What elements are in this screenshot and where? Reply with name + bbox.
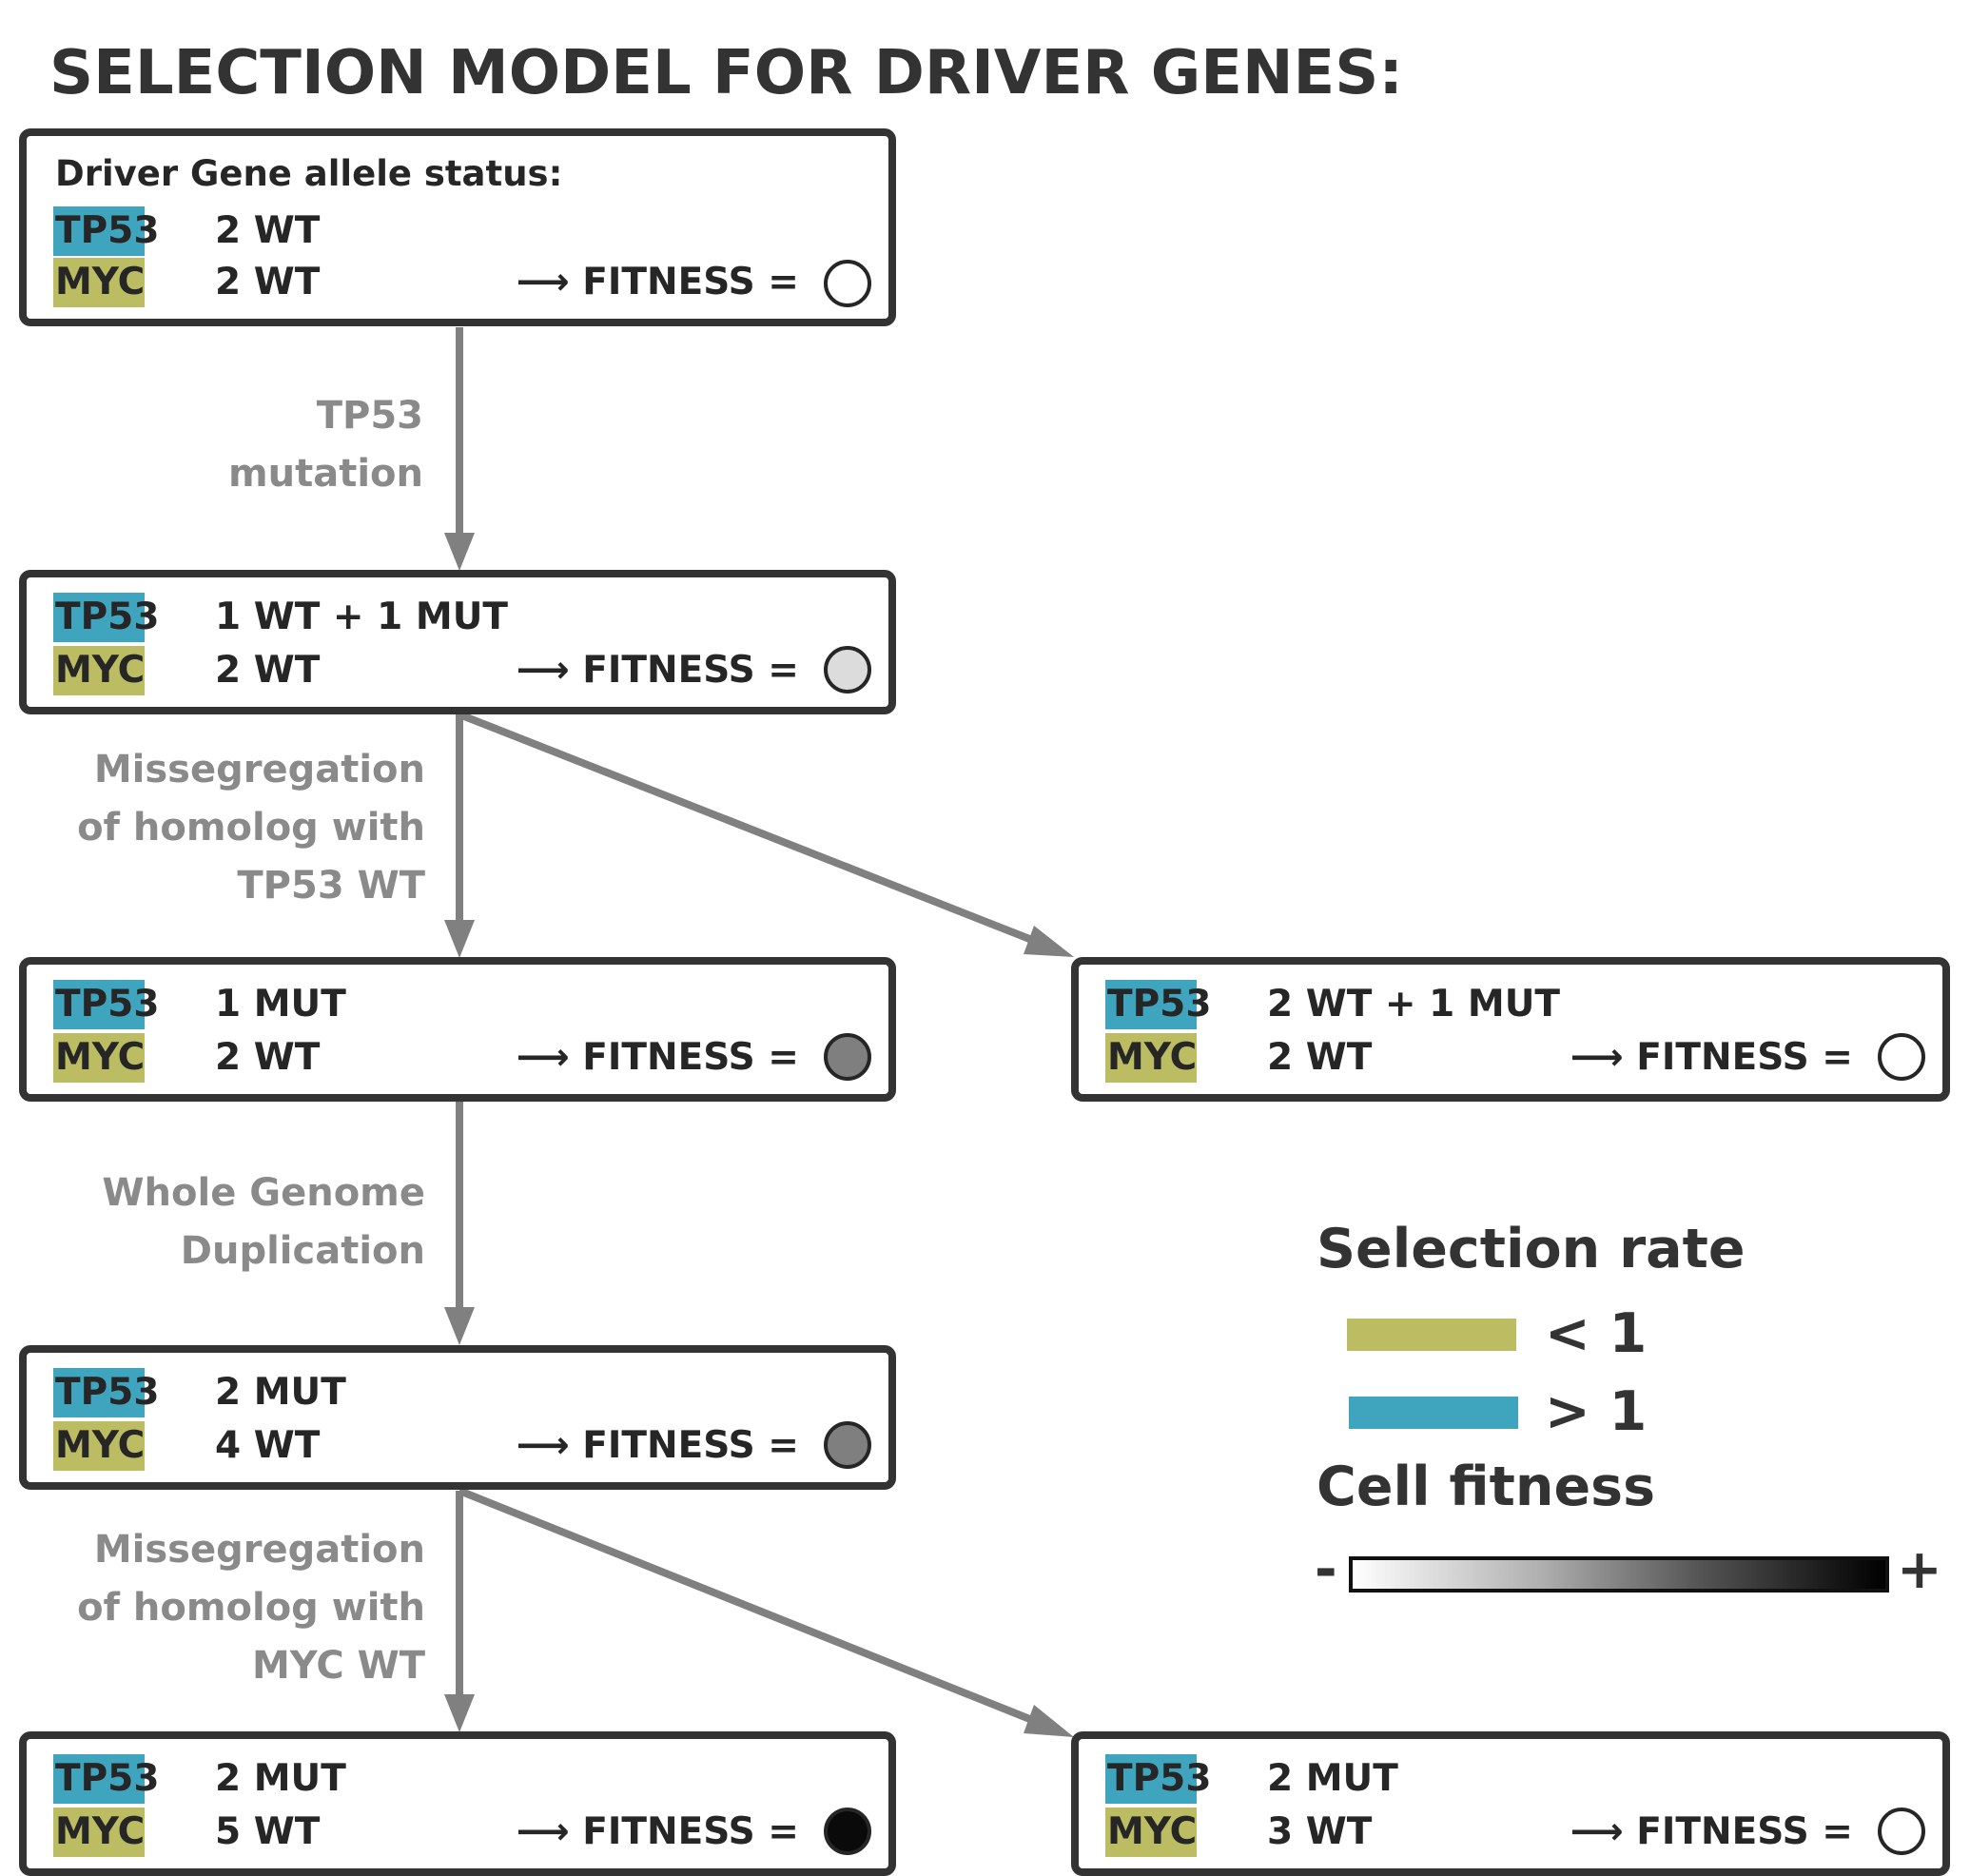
legend-fitness-plus: + bbox=[1897, 1538, 1942, 1601]
edge-label-tp53-mutation: TP53 mutation bbox=[228, 387, 423, 503]
gene-tp53-label: TP53 bbox=[1105, 1754, 1211, 1804]
tp53-status: 1 MUT bbox=[215, 983, 346, 1026]
arrowhead-n3-n5 bbox=[444, 1307, 475, 1345]
gene-tp53-label: TP53 bbox=[53, 206, 159, 256]
gene-tp53-label: TP53 bbox=[53, 1754, 159, 1804]
edge-label-wgd: Whole Genome Duplication bbox=[102, 1164, 425, 1280]
fitness-label: ⟶ FITNESS = bbox=[516, 261, 799, 303]
fitness-circle bbox=[824, 260, 871, 307]
gene-myc-label: MYC bbox=[53, 1033, 145, 1083]
fitness-label: ⟶ FITNESS = bbox=[516, 1424, 799, 1467]
myc-status: 2 WT bbox=[215, 649, 321, 692]
arrowhead-n5-n6 bbox=[444, 1694, 475, 1732]
edge-label-line: TP53 bbox=[316, 394, 423, 438]
legend-swatch-greater bbox=[1349, 1397, 1518, 1429]
node-tp53-2wt-1mut: TP53 2 WT + 1 MUT MYC 2 WT ⟶ FITNESS = bbox=[1071, 957, 1950, 1102]
tp53-status: 2 WT bbox=[215, 209, 321, 252]
tp53-status: 1 WT + 1 MUT bbox=[215, 596, 508, 638]
gene-tp53-label: TP53 bbox=[53, 593, 159, 642]
gene-myc-label: MYC bbox=[53, 1808, 145, 1857]
edge-label-missegregation-myc: Missegregation of homolog with MYC WT bbox=[77, 1521, 425, 1695]
myc-status: 2 WT bbox=[215, 261, 321, 303]
fitness-circle bbox=[1878, 1808, 1925, 1855]
legend-label-greater: > 1 bbox=[1545, 1380, 1648, 1443]
myc-status: 5 WT bbox=[215, 1810, 321, 1853]
gene-myc-label: MYC bbox=[1105, 1033, 1197, 1083]
gene-myc-label: MYC bbox=[1105, 1808, 1197, 1857]
tp53-status: 2 MUT bbox=[215, 1371, 346, 1414]
legend-fitness-title: Cell fitness bbox=[1317, 1456, 1655, 1518]
arrowhead-n2-n3 bbox=[444, 920, 475, 958]
fitness-label: ⟶ FITNESS = bbox=[516, 649, 799, 692]
tp53-status: 2 MUT bbox=[215, 1757, 346, 1800]
arrowhead-n5-n7 bbox=[1024, 1705, 1074, 1737]
arrow-n5-n7 bbox=[458, 1487, 1039, 1726]
edge-label-line: Duplication bbox=[180, 1229, 425, 1273]
gene-tp53-label: TP53 bbox=[53, 1368, 159, 1417]
fitness-circle bbox=[824, 646, 871, 694]
edge-label-line: mutation bbox=[227, 452, 423, 496]
node-myc-5wt: TP53 2 MUT MYC 5 WT ⟶ FITNESS = bbox=[19, 1731, 896, 1876]
gene-tp53-label: TP53 bbox=[1105, 980, 1211, 1029]
edge-label-line: of homolog with bbox=[77, 806, 425, 850]
edge-label-line: Missegregation bbox=[93, 748, 425, 791]
fitness-circle bbox=[824, 1033, 871, 1081]
node-header: Driver Gene allele status: bbox=[55, 153, 563, 194]
fitness-circle bbox=[1878, 1033, 1925, 1081]
fitness-label: ⟶ FITNESS = bbox=[1570, 1036, 1853, 1079]
edge-label-line: of homolog with bbox=[77, 1586, 425, 1630]
edge-label-missegregation-tp53: Missegregation of homolog with TP53 WT bbox=[77, 741, 425, 915]
fitness-circle bbox=[824, 1421, 871, 1469]
tp53-status: 2 MUT bbox=[1267, 1757, 1398, 1800]
gene-myc-label: MYC bbox=[53, 646, 145, 695]
myc-status: 4 WT bbox=[215, 1424, 321, 1467]
legend-fitness-minus: - bbox=[1315, 1538, 1337, 1601]
fitness-label: ⟶ FITNESS = bbox=[1570, 1810, 1853, 1853]
legend-fitness-gradient bbox=[1349, 1556, 1889, 1593]
arrow-n2-n4 bbox=[458, 711, 1039, 946]
gene-myc-label: MYC bbox=[53, 1421, 145, 1471]
fitness-label: ⟶ FITNESS = bbox=[516, 1810, 799, 1853]
legend-selection-title: Selection rate bbox=[1317, 1218, 1746, 1280]
node-initial: Driver Gene allele status: TP53 2 WT MYC… bbox=[19, 128, 896, 326]
node-tp53-mut: TP53 1 WT + 1 MUT MYC 2 WT ⟶ FITNESS = bbox=[19, 570, 896, 714]
node-tp53-1mut: TP53 1 MUT MYC 2 WT ⟶ FITNESS = bbox=[19, 957, 896, 1102]
arrowhead-n1-n2 bbox=[444, 533, 475, 571]
node-myc-3wt: TP53 2 MUT MYC 3 WT ⟶ FITNESS = bbox=[1071, 1731, 1950, 1876]
legend-label-less: < 1 bbox=[1545, 1302, 1648, 1365]
fitness-circle bbox=[824, 1808, 871, 1855]
arrowhead-n2-n4 bbox=[1024, 926, 1074, 957]
legend-swatch-less bbox=[1347, 1319, 1516, 1351]
diagram-title: SELECTION MODEL FOR DRIVER GENES: bbox=[49, 38, 1403, 108]
gene-tp53-label: TP53 bbox=[53, 980, 159, 1029]
myc-status: 2 WT bbox=[1267, 1036, 1373, 1079]
edge-label-line: TP53 WT bbox=[237, 864, 425, 908]
myc-status: 2 WT bbox=[215, 1036, 321, 1079]
node-wgd: TP53 2 MUT MYC 4 WT ⟶ FITNESS = bbox=[19, 1345, 896, 1490]
fitness-label: ⟶ FITNESS = bbox=[516, 1036, 799, 1079]
myc-status: 3 WT bbox=[1267, 1810, 1373, 1853]
edge-label-line: MYC WT bbox=[251, 1644, 425, 1688]
edge-label-line: Missegregation bbox=[93, 1528, 425, 1572]
tp53-status: 2 WT + 1 MUT bbox=[1267, 983, 1560, 1026]
edge-label-line: Whole Genome bbox=[102, 1171, 425, 1215]
gene-myc-label: MYC bbox=[53, 258, 145, 307]
